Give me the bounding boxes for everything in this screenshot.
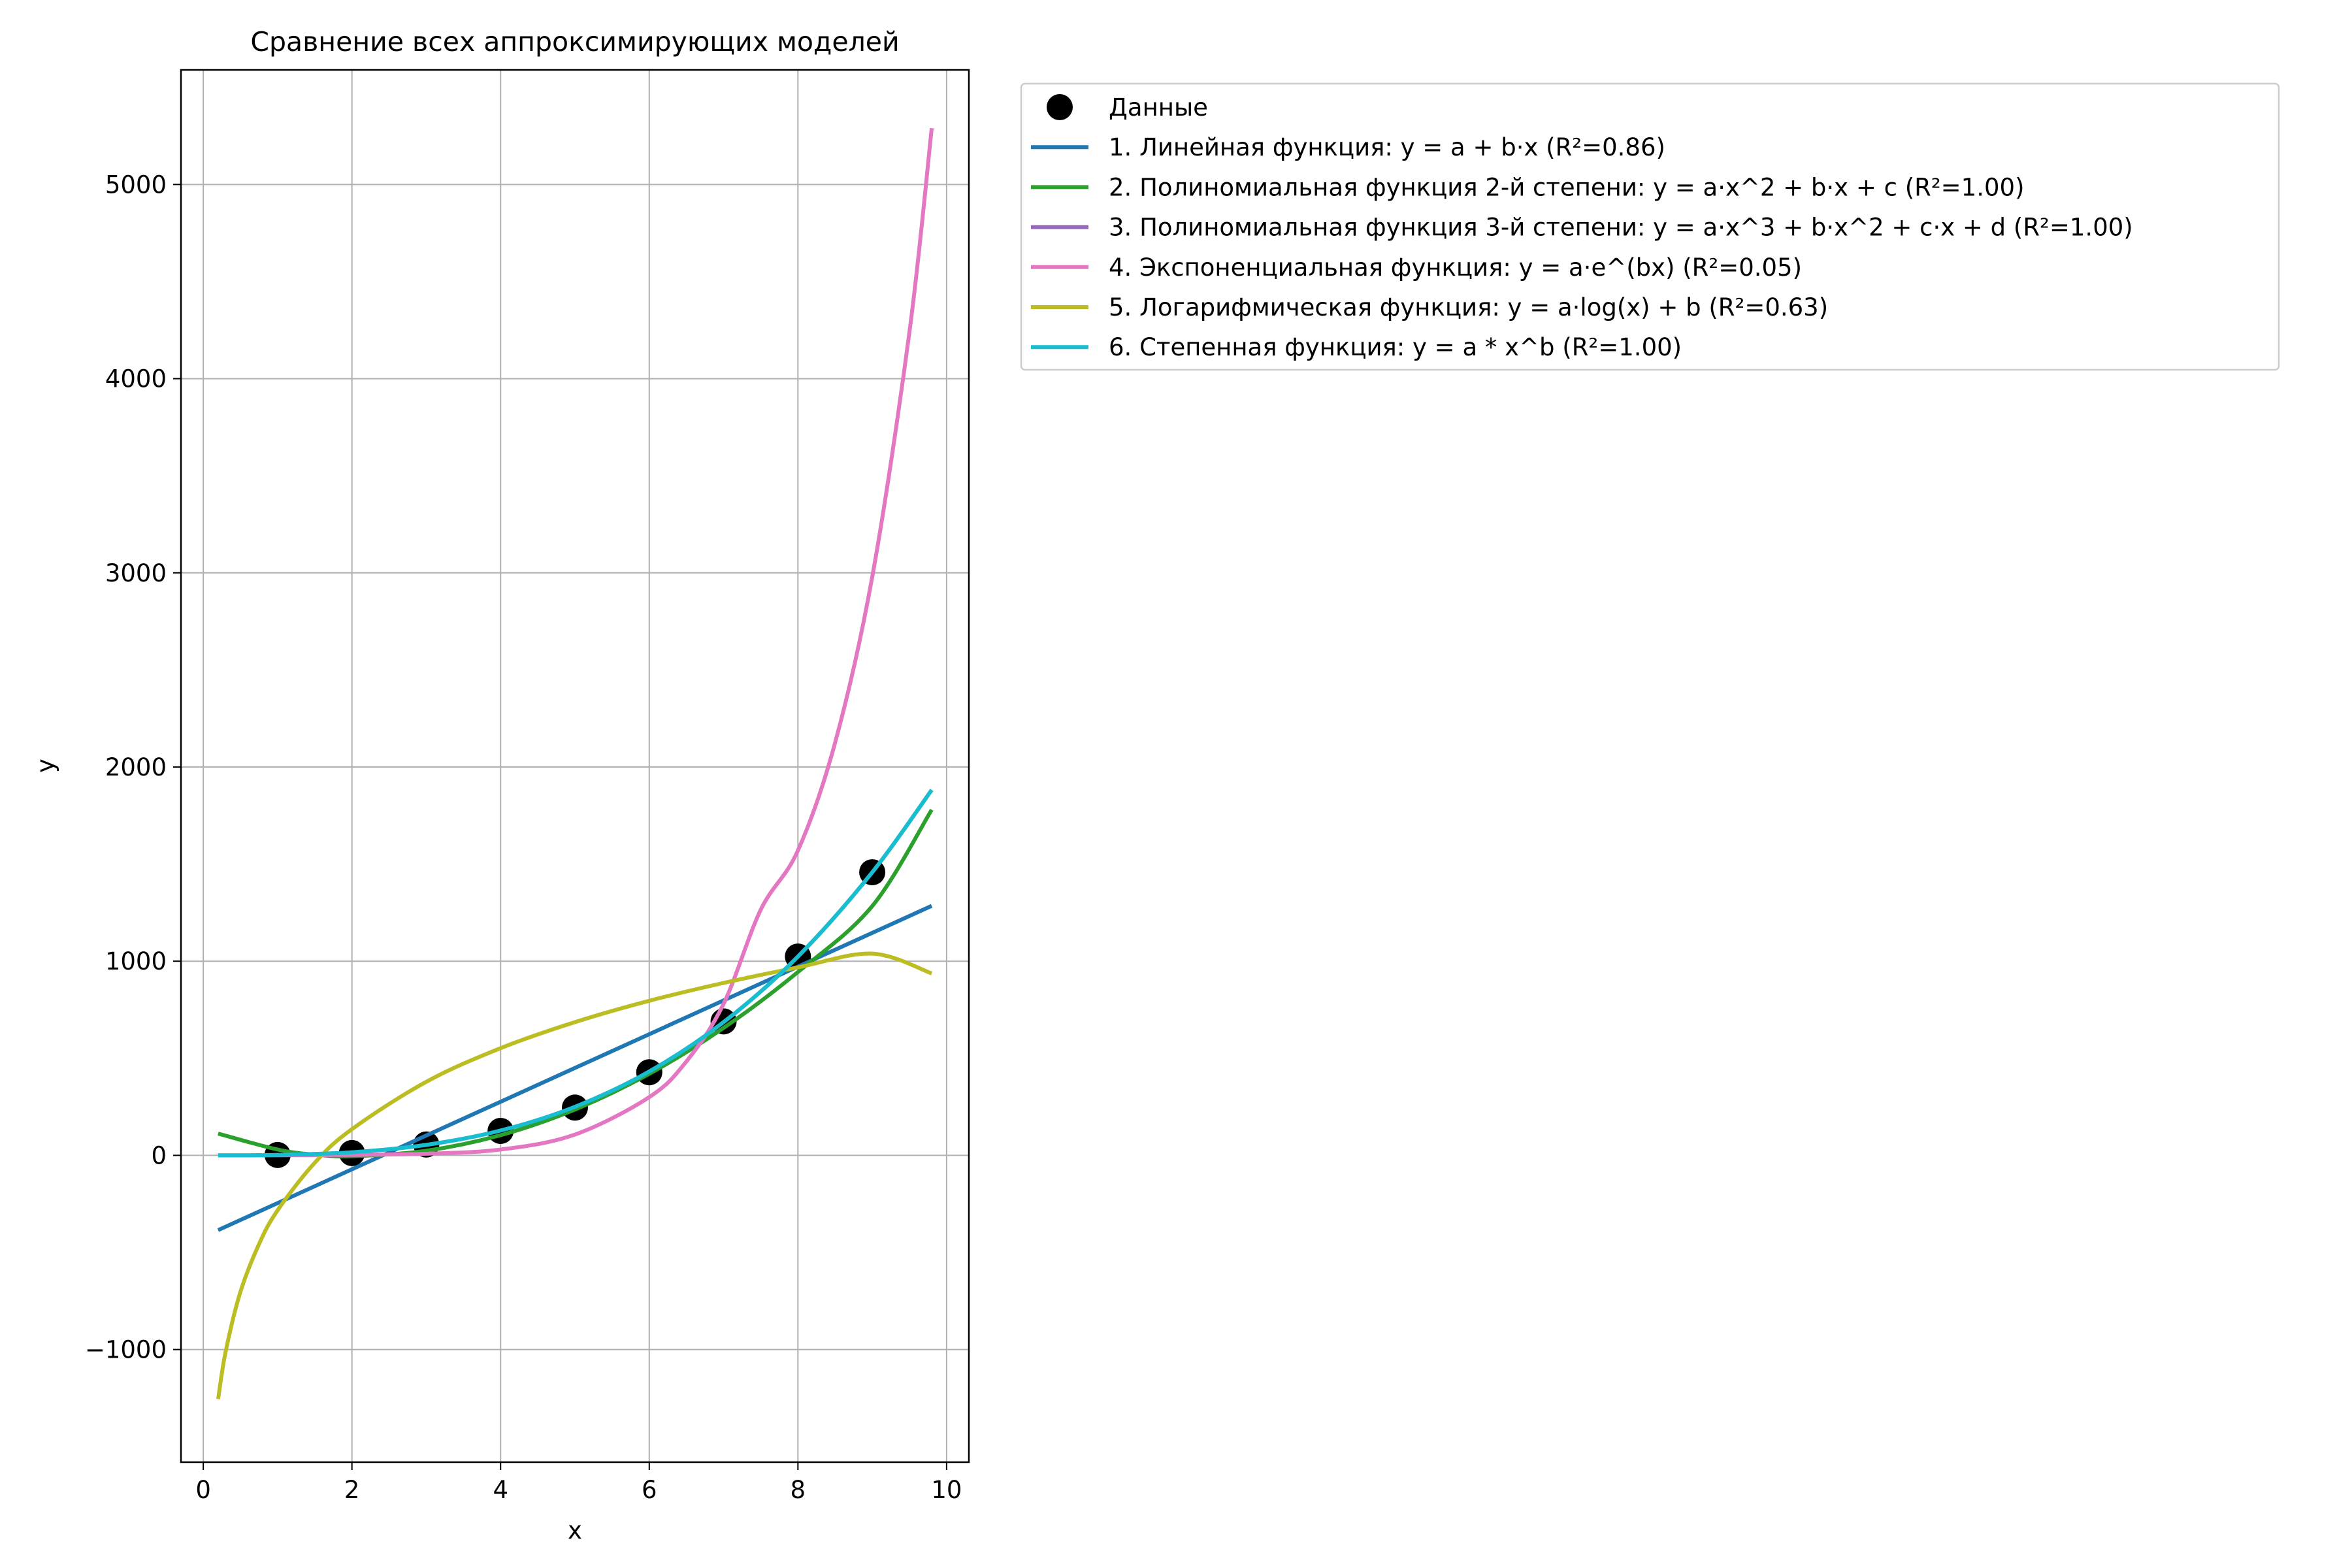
ticks-layer: 0 2 4 6 8 10 −1000 0 1000 2000 3000 4000 5000 <box>85 171 962 1504</box>
legend-label: 6. Степенная функция: y = a * x^b (R²=1.… <box>1109 333 1682 361</box>
y-tick-label: 0 <box>151 1141 167 1169</box>
x-tick-label: 2 <box>344 1476 360 1504</box>
legend-label: 1. Линейная функция: y = a + b·x (R²=0.8… <box>1109 133 1665 161</box>
legend-box <box>1020 82 2280 371</box>
plot-area <box>216 127 934 1399</box>
legend-label: 5. Логарифмическая функция: y = a·log(x)… <box>1109 293 1828 321</box>
y-axis-label: y <box>31 759 59 773</box>
series-line <box>216 951 933 1399</box>
series-line <box>218 127 934 1158</box>
y-tick-label: 5000 <box>105 171 167 199</box>
legend-label: Данные <box>1109 93 1208 122</box>
x-tick-label: 4 <box>493 1476 508 1504</box>
legend-label: 4. Экспоненциальная функция: y = a·e^(bx… <box>1109 253 1802 282</box>
y-tick-label: 3000 <box>105 559 167 587</box>
x-axis-label: x <box>568 1516 582 1544</box>
x-tick-label: 6 <box>642 1476 657 1504</box>
y-tick-label: 1000 <box>105 947 167 975</box>
legend: Данные 1. Линейная функция: y = a + b·x (… <box>1020 82 2280 371</box>
y-tick-label: −1000 <box>85 1336 167 1364</box>
axes-frame <box>180 69 970 1463</box>
y-tick-label: 2000 <box>105 753 167 781</box>
legend-label: 2. Полиномиальная функция 2-й степени: y… <box>1109 173 2025 201</box>
series-line <box>218 789 934 1158</box>
y-tick-label: 4000 <box>105 365 167 393</box>
chart-title: Сравнение всех аппроксимирующих моделей <box>250 26 899 57</box>
legend-label: 3. Полиномиальная функция 3-й степени: y… <box>1109 214 2133 242</box>
legend-marker <box>1047 94 1073 120</box>
x-tick-label: 10 <box>931 1476 962 1504</box>
x-tick-label: 0 <box>195 1476 211 1504</box>
x-tick-label: 8 <box>791 1476 806 1504</box>
